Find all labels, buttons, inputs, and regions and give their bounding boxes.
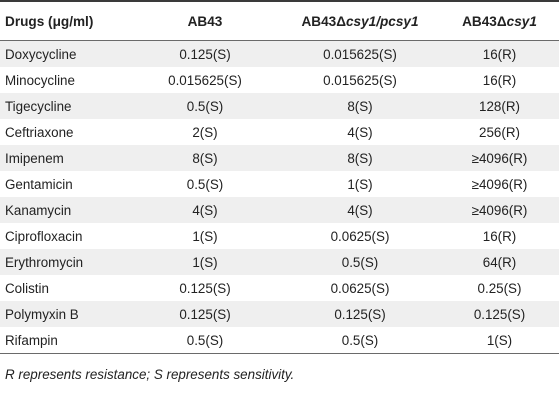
table-body: Doxycycline 0.125(S) 0.015625(S) 16(R) Minoc… xyxy=(0,41,559,353)
mic-value-cell: 0.015625(S) xyxy=(168,72,242,88)
table-row: Ciprofloxacin 1(S) 0.0625(S) 16(R) xyxy=(0,223,559,249)
mic-value-cell: 1(S) xyxy=(192,228,218,244)
mic-value-cell: 1(S) xyxy=(347,176,373,192)
drug-name-cell: Gentamicin xyxy=(5,176,73,192)
mic-value-cell: 0.5(S) xyxy=(341,254,379,270)
drug-name-cell: Colistin xyxy=(5,280,49,296)
mic-value-cell: 0.25(S) xyxy=(477,280,522,296)
drug-name-cell: Rifampin xyxy=(5,332,58,348)
mic-value-cell: 0.0625(S) xyxy=(330,280,390,296)
drug-name-cell: Doxycycline xyxy=(5,46,77,62)
table-row: Minocycline 0.015625(S) 0.015625(S) 16(R) xyxy=(0,67,559,93)
mic-value-cell: 0.125(S) xyxy=(179,46,231,62)
drug-name-cell: Tigecycline xyxy=(5,98,72,114)
mic-value-cell: 0.015625(S) xyxy=(323,46,397,62)
table-footnote: R represents resistance; S represents se… xyxy=(5,367,295,382)
mic-value-cell: 2(S) xyxy=(192,124,218,140)
mic-value-cell: ≥4096(R) xyxy=(471,176,528,192)
mic-value-cell: 0.5(S) xyxy=(186,176,224,192)
header-drugs: Drugs (μg/ml) xyxy=(5,13,94,29)
table-row: Rifampin 0.5(S) 0.5(S) 1(S) xyxy=(0,327,559,353)
mic-value-cell: 8(S) xyxy=(347,150,373,166)
header-ab43: AB43 xyxy=(187,13,223,29)
table-row: Ceftriaxone 2(S) 4(S) 256(R) xyxy=(0,119,559,145)
mic-value-cell: 0.5(S) xyxy=(341,332,379,348)
drug-name-cell: Kanamycin xyxy=(5,202,72,218)
table-row: Imipenem 8(S) 8(S) ≥4096(R) xyxy=(0,145,559,171)
mic-value-cell: 128(R) xyxy=(479,98,520,114)
table-bottom-rule xyxy=(0,353,559,354)
table-row: Colistin 0.125(S) 0.0625(S) 0.25(S) xyxy=(0,275,559,301)
mic-value-cell: 16(R) xyxy=(482,46,517,62)
table-row: Doxycycline 0.125(S) 0.015625(S) 16(R) xyxy=(0,41,559,67)
drug-name-cell: Ceftriaxone xyxy=(5,124,74,140)
drug-name-cell: Imipenem xyxy=(5,150,64,166)
mic-value-cell: 1(S) xyxy=(192,254,218,270)
mic-value-cell: 8(S) xyxy=(347,98,373,114)
results-table: Drugs (μg/ml) AB43 AB43Δcsy1/pcsy1 AB43Δ… xyxy=(0,0,559,382)
mic-value-cell: 0.125(S) xyxy=(179,280,231,296)
mic-value-cell: 16(R) xyxy=(482,228,517,244)
mic-value-cell: 0.015625(S) xyxy=(323,72,397,88)
table-row: Tigecycline 0.5(S) 8(S) 128(R) xyxy=(0,93,559,119)
mic-value-cell: 4(S) xyxy=(347,202,373,218)
drug-name-cell: Erythromycin xyxy=(5,254,84,270)
drug-name-cell: Polymyxin B xyxy=(5,306,79,322)
mic-value-cell: 0.125(S) xyxy=(334,306,386,322)
drug-name-cell: Ciprofloxacin xyxy=(5,228,83,244)
mic-value-cell: 256(R) xyxy=(479,124,520,140)
mic-value-cell: 1(S) xyxy=(486,332,513,348)
mic-value-cell: 4(S) xyxy=(192,202,218,218)
mic-value-cell: 0.125(S) xyxy=(179,306,231,322)
mic-value-cell: ≥4096(R) xyxy=(471,150,528,166)
mic-value-cell: 0.5(S) xyxy=(186,332,224,348)
table-row: Gentamicin 0.5(S) 1(S) ≥4096(R) xyxy=(0,171,559,197)
mic-value-cell: 4(S) xyxy=(347,124,373,140)
mic-value-cell: 0.0625(S) xyxy=(330,228,390,244)
table-row: Polymyxin B 0.125(S) 0.125(S) 0.125(S) xyxy=(0,301,559,327)
header-ab43-mutant: AB43Δcsy1 xyxy=(462,13,537,29)
mic-value-cell: 16(R) xyxy=(482,72,517,88)
mic-value-cell: 64(R) xyxy=(482,254,517,270)
mic-value-cell: ≥4096(R) xyxy=(471,202,528,218)
table-header-row: Drugs (μg/ml) AB43 AB43Δcsy1/pcsy1 AB43Δ… xyxy=(0,2,559,40)
header-ab43-complemented: AB43Δcsy1/pcsy1 xyxy=(301,13,419,29)
mic-value-cell: 8(S) xyxy=(192,150,218,166)
mic-value-cell: 0.125(S) xyxy=(473,306,526,322)
table-row: Kanamycin 4(S) 4(S) ≥4096(R) xyxy=(0,197,559,223)
table-row: Erythromycin 1(S) 0.5(S) 64(R) xyxy=(0,249,559,275)
table-header-rule xyxy=(0,40,559,41)
mic-value-cell: 0.5(S) xyxy=(186,98,224,114)
drug-name-cell: Minocycline xyxy=(5,72,75,88)
table-top-rule xyxy=(0,0,559,2)
